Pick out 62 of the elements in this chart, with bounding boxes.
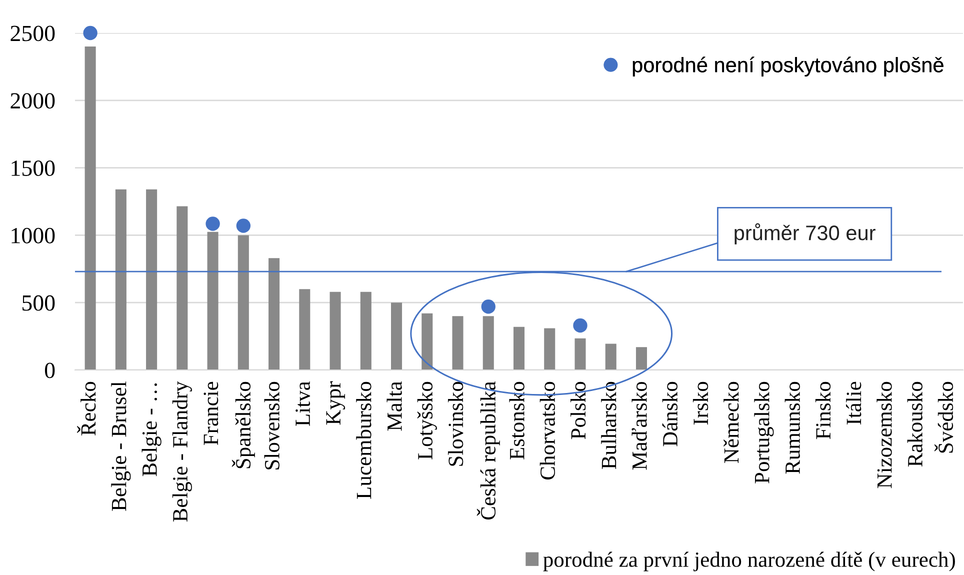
x-tick-label: Chorvatsko (540, 382, 556, 480)
x-tick-label: Polsko (570, 382, 586, 440)
bar (482, 316, 494, 370)
x-tick-label: Belgie - Brusel (111, 382, 131, 511)
point (573, 318, 588, 333)
x-tick-label: Lotyšsko (417, 382, 437, 460)
bar (452, 316, 464, 370)
x-tick-label: Bulharsko (601, 382, 616, 469)
bar (391, 302, 402, 370)
bar (422, 313, 433, 370)
bar (238, 235, 249, 370)
x-tick-label: Belgie - Flandry (172, 381, 192, 522)
x-tick-label: Itálie (846, 382, 862, 425)
x-tick-label: Španělsko (232, 382, 255, 468)
point (481, 300, 496, 314)
x-tick-label: Dánsko (662, 382, 678, 446)
x-tick-label: Malta (386, 381, 402, 431)
y-tick-label: 2500 (10, 26, 55, 42)
x-tick-label: Rumunsko (784, 382, 800, 474)
x-tick-label: Německo (724, 382, 739, 463)
x-tick-label: Irsko (692, 382, 708, 425)
point (236, 218, 251, 233)
x-tick-label: Belgie - … (142, 383, 162, 476)
x-tick-label: Švédsko (934, 382, 954, 453)
x-tick-label: Portugalsko (754, 382, 774, 484)
bar (207, 232, 218, 370)
x-tick-label: Estonsko (509, 382, 524, 460)
bar (84, 46, 96, 370)
bar (605, 344, 616, 370)
x-tick-label: Lucembursko (356, 382, 372, 499)
x-tick-label: Slovensko (264, 382, 280, 470)
bar (360, 292, 372, 370)
bar (636, 347, 647, 370)
y-tick-label: 500 (22, 295, 55, 311)
legend-label: porodné není poskytováno plošně (632, 56, 944, 76)
x-tick-label: Slovinsko (448, 382, 464, 466)
x-tick-label: Česká republika (476, 381, 500, 520)
x-tick-label: Nizozemsko (876, 382, 892, 488)
x-tick-label: Rakousko (907, 382, 922, 467)
bar (513, 326, 525, 370)
y-tick-label: 1500 (12, 160, 55, 176)
y-tick-label: 0 (44, 362, 55, 378)
bar (574, 338, 586, 370)
x-tick-label: Řecko (77, 382, 96, 436)
ref-line-label: průměr 730 eur (734, 223, 876, 244)
x-tick-label: Kypr (326, 381, 346, 425)
x-tick-label: Litva (296, 381, 310, 426)
y-tick-label: 2000 (10, 93, 55, 109)
x-tick-label: Francie (204, 382, 218, 446)
bar (268, 258, 280, 370)
bar (146, 189, 158, 370)
bar (330, 292, 341, 370)
x-tick-label: Maďarsko (632, 382, 647, 470)
legend-label: porodné za první jedno narozené dítě (v eurech) (543, 552, 955, 572)
bar (299, 289, 310, 370)
y-tick-label: 1000 (12, 228, 55, 244)
point (83, 26, 98, 40)
bar (544, 328, 556, 370)
x-tick-label: Finsko (815, 382, 831, 440)
bar (176, 206, 188, 370)
bar (115, 189, 126, 370)
point (206, 216, 220, 231)
